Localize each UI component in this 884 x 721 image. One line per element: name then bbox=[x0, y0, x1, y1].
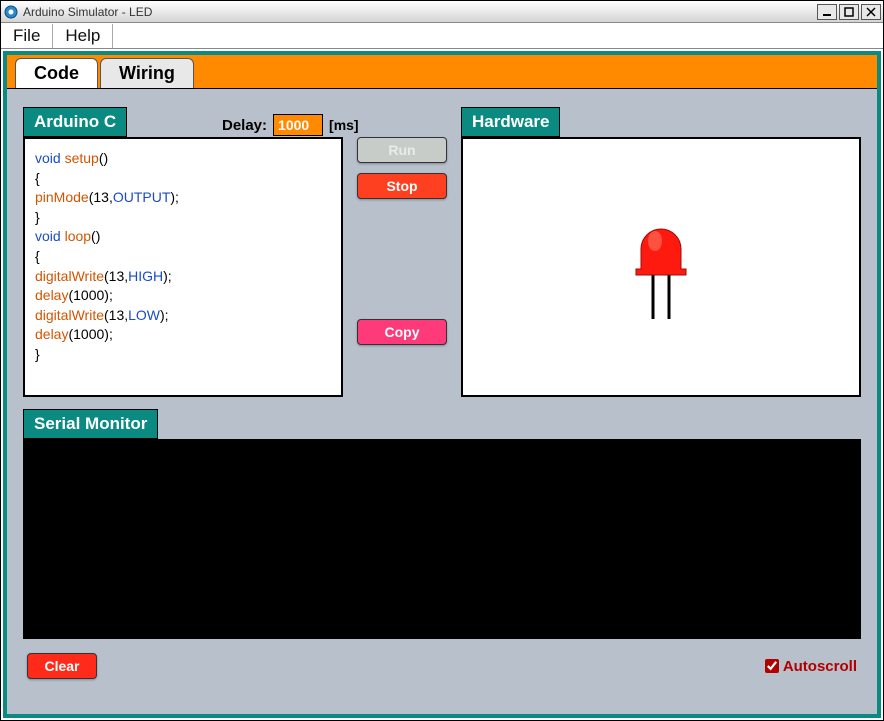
menu-file[interactable]: File bbox=[1, 24, 53, 48]
hardware-header: Hardware bbox=[461, 107, 560, 137]
minimize-button[interactable] bbox=[817, 4, 837, 20]
led-component bbox=[631, 219, 691, 334]
menu-help[interactable]: Help bbox=[53, 24, 113, 48]
clear-button[interactable]: Clear bbox=[27, 653, 97, 679]
delay-unit: [ms] bbox=[329, 117, 359, 133]
hardware-column: Hardware bbox=[461, 107, 861, 397]
app-window: Arduino Simulator - LED File Help Code W… bbox=[0, 0, 884, 721]
serial-monitor-header: Serial Monitor bbox=[23, 409, 158, 439]
run-button[interactable]: Run bbox=[357, 137, 447, 163]
serial-section: Serial Monitor bbox=[23, 409, 861, 639]
serial-monitor-output[interactable] bbox=[23, 439, 861, 639]
window-controls bbox=[817, 4, 881, 20]
autoscroll-toggle[interactable]: Autoscroll bbox=[765, 658, 857, 675]
tab-wiring[interactable]: Wiring bbox=[100, 58, 194, 88]
content-area: Delay: [ms] Arduino C void setup(){pinMo… bbox=[7, 89, 877, 714]
close-button[interactable] bbox=[861, 4, 881, 20]
stop-button[interactable]: Stop bbox=[357, 173, 447, 199]
main-panel: Code Wiring Delay: [ms] Arduino C void s… bbox=[3, 51, 881, 718]
menubar: File Help bbox=[1, 23, 883, 49]
app-icon bbox=[3, 4, 19, 20]
tab-code[interactable]: Code bbox=[15, 58, 98, 88]
arduino-c-header: Arduino C bbox=[23, 107, 127, 137]
hardware-canvas bbox=[461, 137, 861, 397]
window-title: Arduino Simulator - LED bbox=[23, 5, 817, 19]
delay-label: Delay: bbox=[222, 117, 267, 134]
autoscroll-checkbox[interactable] bbox=[765, 659, 779, 673]
code-column: Arduino C void setup(){pinMode(13,OUTPUT… bbox=[23, 107, 343, 397]
upper-row: Arduino C void setup(){pinMode(13,OUTPUT… bbox=[23, 107, 861, 397]
footer-row: Clear Autoscroll bbox=[23, 645, 861, 683]
tabbar: Code Wiring bbox=[7, 55, 877, 89]
titlebar[interactable]: Arduino Simulator - LED bbox=[1, 1, 883, 23]
action-column: Run Stop Copy bbox=[357, 107, 447, 397]
autoscroll-label: Autoscroll bbox=[783, 658, 857, 675]
delay-controls: Delay: [ms] bbox=[222, 114, 359, 136]
code-editor[interactable]: void setup(){pinMode(13,OUTPUT);}void lo… bbox=[23, 137, 343, 397]
delay-input[interactable] bbox=[273, 114, 323, 136]
maximize-button[interactable] bbox=[839, 4, 859, 20]
copy-button[interactable]: Copy bbox=[357, 319, 447, 345]
